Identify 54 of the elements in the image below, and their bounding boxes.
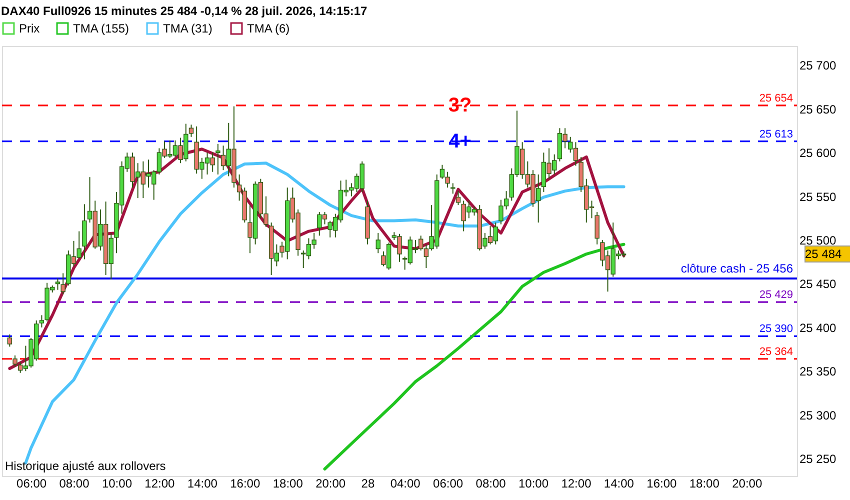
candlestick [376,232,380,254]
candlestick [12,354,18,368]
x-tick-label: 10:00 [518,476,549,490]
x-tick-label: 20:00 [316,476,346,490]
text: 25 484 [805,247,842,262]
x-tick-label: 08:00 [476,476,506,490]
ref-line-label: 25 654 [759,92,793,104]
candlestick [216,143,220,175]
y-tick-label: 25 500 [800,234,837,248]
x-tick-label: 08:00 [59,476,90,490]
legend-label: TMA (155) [73,22,130,36]
x-tick-label: 04:00 [390,476,421,490]
candlestick [188,124,194,138]
x-tick-label: 16:00 [646,476,678,490]
x-tick-label: 14:00 [604,476,634,490]
annotation: 3? [448,94,472,116]
y-tick-label: 25 350 [800,364,837,379]
ref-line-label: 25 390 [759,323,793,336]
y-tick-label: 25 650 [800,102,837,116]
ref-line-label: 25 364 [759,346,793,358]
line-series [323,242,626,471]
chart-title: DAX40 Full0926 15 minutes 25 484 -0,14 % 28 juil. 2026, 14:15:17 [1,4,368,18]
ref-line-label: 25 613 [759,128,793,140]
legend-label: TMA (6) [247,22,290,36]
legend-label: TMA (31) [163,22,212,36]
y-tick-label: 25 700 [800,58,837,73]
x-tick-label: 18:00 [272,476,304,490]
annotation: Historique ajusté aux rollovers [5,459,166,473]
y-tick-label: 25 400 [800,320,837,335]
x-tick-label: 18:00 [689,476,720,490]
legend-label: Prix [19,22,40,36]
x-tick-label: 14:00 [187,476,218,490]
candlestick [55,278,60,290]
candlestick [594,212,600,245]
candlestick [450,182,456,194]
x-tick-label: 28 [361,476,375,490]
x-tick-label: 16:00 [230,476,260,490]
y-tick-label: 25 300 [800,408,837,422]
y-tick-label: 25 600 [800,146,837,160]
candlestick [39,314,44,328]
candlestick [456,190,461,206]
x-tick-label: 20:00 [732,476,762,490]
ref-line-label: clôture cash - 25 456 [680,261,794,276]
y-tick-label: 25 450 [800,277,837,292]
candlestick [7,334,12,348]
x-tick-label: 06:00 [433,476,464,490]
ref-line-label: 25 429 [759,289,793,302]
x-tick-label: 10:00 [102,476,132,490]
x-tick-label: 12:00 [561,476,592,490]
y-tick-label: 25 250 [800,452,837,466]
y-tick-label: 25 550 [800,190,837,204]
candlestick [60,272,66,295]
x-tick-label: 06:00 [16,476,47,490]
x-tick-label: 12:00 [144,476,176,490]
